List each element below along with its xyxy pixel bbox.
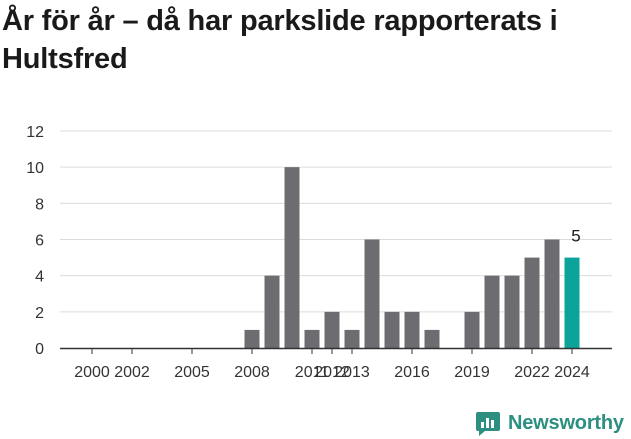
y-tick-label: 4	[35, 269, 44, 286]
bar-2015	[384, 311, 400, 348]
x-tick-label: 2019	[454, 364, 490, 381]
bar-2011	[304, 329, 320, 348]
bar-2014	[364, 239, 380, 348]
x-tick-label: 2024	[554, 364, 590, 381]
bar-2024	[564, 257, 580, 348]
bar-2012	[324, 311, 340, 348]
newsworthy-logo: Newsworthy	[475, 407, 624, 439]
bar-2009	[264, 275, 280, 348]
y-tick-label: 10	[26, 160, 44, 177]
x-tick-label: 2011	[295, 364, 330, 381]
y-axis: 0 2 4 6 8 10 12	[26, 124, 44, 358]
x-tick-label: 2008	[234, 364, 270, 381]
x-tick-label: 2002	[114, 364, 150, 381]
y-tick-label: 8	[35, 196, 44, 213]
y-tick-label: 6	[35, 233, 44, 250]
data-label-2024: 5	[571, 227, 580, 246]
data-labels: 5	[571, 227, 580, 246]
newsworthy-logo-text: Newsworthy	[508, 411, 624, 434]
bar-2008	[244, 329, 260, 348]
x-tick-label: 2012	[314, 364, 350, 381]
bar-2020	[484, 275, 500, 348]
y-tick-label: 2	[35, 305, 44, 322]
bar-2013	[344, 329, 360, 348]
bars	[244, 167, 580, 348]
x-tick-label: 2016	[394, 364, 430, 381]
bar-2016	[404, 311, 420, 348]
bar-2017	[424, 329, 440, 348]
bar-2022	[524, 257, 540, 348]
y-tick-label: 0	[35, 341, 44, 358]
bar-2023	[544, 239, 560, 348]
x-tick-label: 2005	[174, 364, 210, 381]
bar-2019	[464, 311, 480, 348]
chart-title: År för år – då har parkslide rapporterat…	[2, 5, 558, 75]
newsworthy-chart-icon	[476, 412, 500, 436]
bar-2010	[284, 167, 300, 348]
x-tick-label: 2022	[514, 364, 550, 381]
x-tick-label: 2013	[334, 364, 370, 381]
bar-2021	[504, 275, 520, 348]
x-tick-label: 2000	[74, 364, 110, 381]
y-tick-label: 12	[26, 124, 44, 141]
